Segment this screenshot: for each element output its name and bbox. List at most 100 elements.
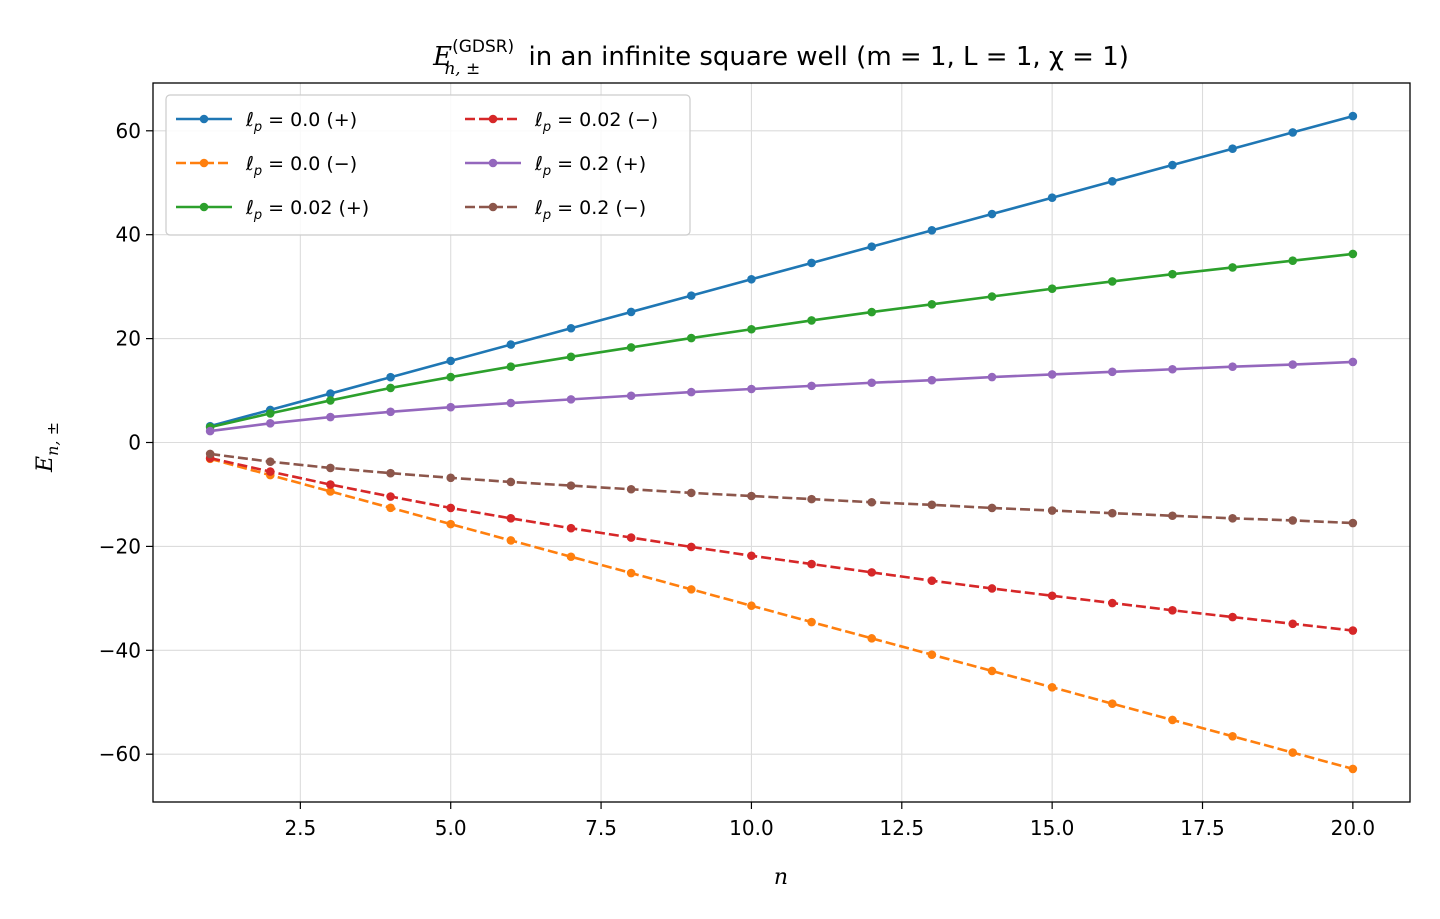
data-point xyxy=(1047,591,1057,601)
data-point xyxy=(506,477,516,487)
data-point xyxy=(987,372,997,382)
data-point xyxy=(927,226,937,235)
data-point xyxy=(1288,516,1298,525)
data-point xyxy=(987,666,997,676)
series-line xyxy=(209,360,1353,433)
data-point xyxy=(1228,362,1237,371)
legend-entry: ℓp = 0.0 (+) xyxy=(176,109,357,135)
data-point xyxy=(1047,193,1057,203)
data-point xyxy=(506,536,516,545)
legend-entry: ℓp = 0.0 (−) xyxy=(176,153,357,179)
y-axis-label-base: E xyxy=(33,456,58,473)
y-tick-label: 40 xyxy=(116,223,141,247)
data-point xyxy=(1348,764,1358,774)
series-line xyxy=(209,457,1354,771)
data-point xyxy=(506,398,516,408)
data-point xyxy=(1228,263,1237,272)
data-point xyxy=(747,324,756,334)
data-point xyxy=(686,585,696,594)
data-point xyxy=(927,650,937,659)
series-1 xyxy=(205,111,1358,431)
x-axis-ticks: 2.5 5.0 7.5 10.0 12.5 15.0 17.5 20.0 xyxy=(284,802,1375,840)
data-point xyxy=(265,409,275,418)
series-line xyxy=(209,452,1353,525)
data-point xyxy=(1168,606,1177,615)
series-3 xyxy=(205,249,1358,432)
data-point xyxy=(1168,511,1177,521)
data-point xyxy=(386,492,395,501)
data-point xyxy=(386,468,395,478)
series-5 xyxy=(205,357,1358,436)
data-point xyxy=(686,291,696,300)
data-point xyxy=(626,307,636,317)
data-point xyxy=(987,584,997,593)
x-tick-label: 12.5 xyxy=(880,816,925,840)
data-point xyxy=(566,523,576,533)
data-point xyxy=(1228,514,1237,523)
data-point xyxy=(807,258,816,268)
legend-swatch-marker xyxy=(488,114,498,124)
series-4 xyxy=(205,453,1358,635)
data-point xyxy=(1228,731,1237,741)
data-point xyxy=(927,500,937,510)
legend-swatch-marker xyxy=(199,158,209,168)
data-point xyxy=(626,391,636,401)
legend-label: ℓp = 0.0 (+) xyxy=(245,109,357,135)
legend-swatch-marker xyxy=(488,202,498,212)
data-point xyxy=(1348,518,1358,528)
data-point xyxy=(1168,269,1177,279)
legend-box xyxy=(165,94,691,236)
y-axis-label-sub: n, ± xyxy=(43,422,62,456)
data-point xyxy=(386,372,395,382)
data-point xyxy=(326,463,335,473)
data-point xyxy=(265,457,275,467)
legend-label: ℓp = 0.02 (−) xyxy=(534,109,658,135)
data-point xyxy=(987,503,997,513)
data-point xyxy=(1348,111,1358,121)
y-axis-label: En, ± xyxy=(33,422,62,473)
data-point xyxy=(566,352,576,362)
data-point xyxy=(867,568,877,577)
x-tick-label: 7.5 xyxy=(585,816,617,840)
legend-label: ℓp = 0.02 (+) xyxy=(245,197,369,223)
data-point xyxy=(686,333,696,343)
data-point xyxy=(446,402,456,412)
title-rest: in an infinite square well (m = 1, L = 1… xyxy=(520,42,1129,72)
data-point xyxy=(1288,256,1298,265)
y-tick-label: 20 xyxy=(116,327,141,351)
data-point xyxy=(987,209,997,219)
y-axis-ticks: −60 −40 −20 0 20 40 60 xyxy=(99,119,153,766)
data-point xyxy=(326,396,335,405)
legend-swatch-marker xyxy=(488,158,498,168)
legend-entry: ℓp = 0.02 (+) xyxy=(176,197,369,223)
data-point xyxy=(1047,682,1057,692)
data-point xyxy=(265,418,275,428)
data-point xyxy=(1228,144,1237,154)
series-line xyxy=(209,252,1354,429)
data-point xyxy=(566,552,576,562)
data-point xyxy=(506,362,516,371)
legend-entry: ℓp = 0.2 (−) xyxy=(465,197,646,223)
data-point xyxy=(1168,715,1177,725)
data-point xyxy=(205,449,215,459)
data-point xyxy=(205,426,215,436)
data-point xyxy=(927,300,937,309)
data-point xyxy=(626,484,636,494)
series-6 xyxy=(205,449,1358,528)
data-point xyxy=(747,601,756,611)
x-tick-label: 17.5 xyxy=(1180,816,1225,840)
data-point xyxy=(626,343,636,352)
data-point xyxy=(446,473,456,483)
y-tick-label: −60 xyxy=(99,742,141,766)
legend-label: ℓp = 0.0 (−) xyxy=(245,153,357,179)
data-point xyxy=(747,384,756,394)
x-axis-label: n xyxy=(774,865,788,890)
data-point xyxy=(686,542,696,552)
data-point xyxy=(386,383,395,393)
legend: ℓp = 0.0 (+) ℓp = 0.0 (−) ℓp = 0.02 (+) ℓp … xyxy=(165,94,691,236)
data-point xyxy=(927,576,937,585)
x-tick-label: 10.0 xyxy=(729,816,774,840)
data-point xyxy=(1168,160,1177,170)
x-tick-label: 5.0 xyxy=(435,816,467,840)
title-subscript: n, ± xyxy=(444,59,480,79)
